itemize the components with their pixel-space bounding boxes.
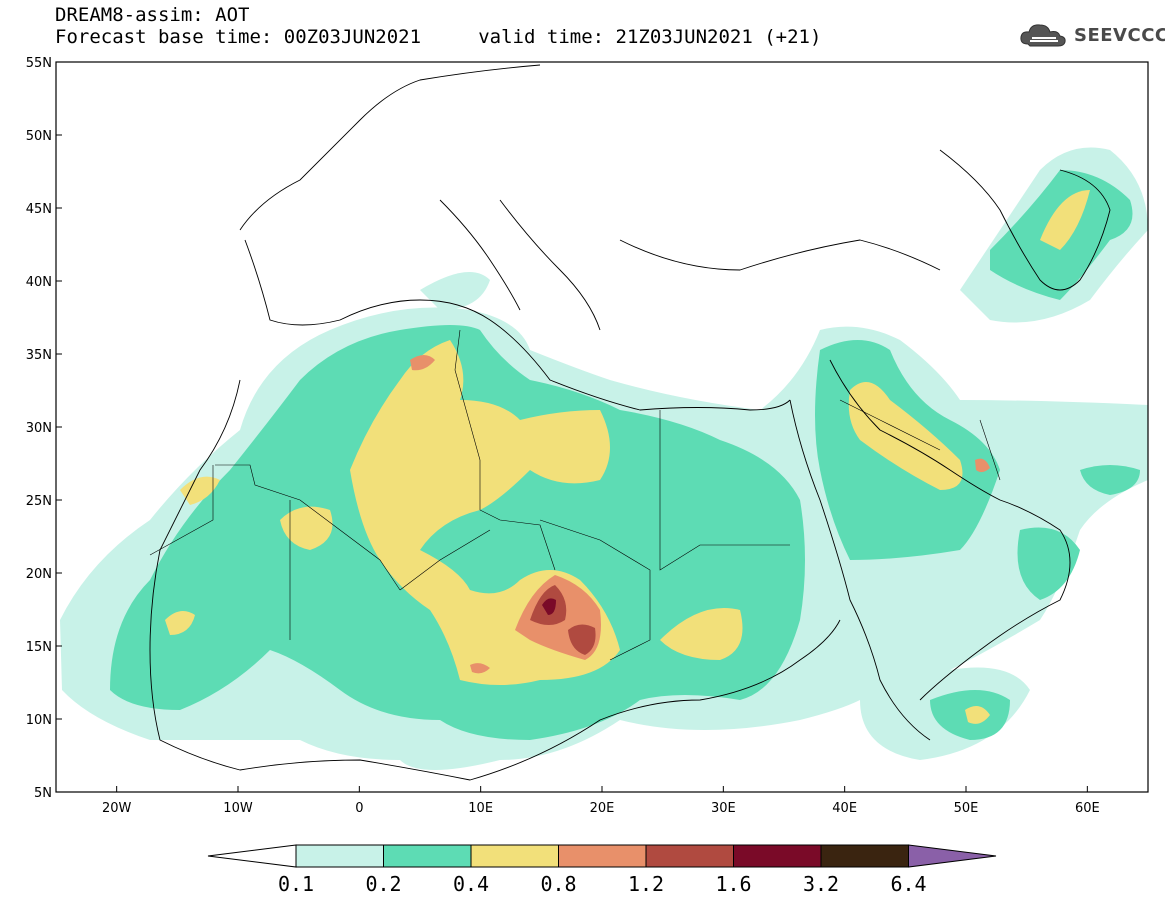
- chart-subtitle: Forecast base time: 00Z03JUN2021 valid t…: [55, 26, 822, 48]
- longitude-axis: 20W 10W 0 10E 20E 30E 40E 50E 60E: [102, 786, 1100, 816]
- lat-label: 35N: [26, 348, 52, 363]
- colorbar-label: 0.8: [540, 872, 576, 896]
- colorbar-label: 0.1: [278, 872, 314, 896]
- lon-label: 50E: [954, 801, 979, 816]
- colorbar-label: 3.2: [803, 872, 839, 896]
- cloud-logo-icon: [1020, 24, 1066, 47]
- lon-label: 10W: [223, 801, 253, 816]
- latitude-axis: 55N 50N 45N 40N 35N 30N 25N 20N 15N 10N 5N: [26, 56, 62, 801]
- country-borders: [149, 329, 1001, 661]
- lon-label: 40E: [832, 801, 857, 816]
- lon-label: 30E: [711, 801, 736, 816]
- colorbar-low-arrow: [207, 844, 297, 868]
- colorbar-bin: [820, 844, 909, 868]
- colorbar-bin: [470, 844, 559, 868]
- colorbar-bin: [558, 844, 647, 868]
- colorbar-label: 1.2: [628, 872, 664, 896]
- colorbar-label: 0.2: [365, 872, 401, 896]
- coastlines: [149, 64, 1111, 781]
- lat-label: 20N: [26, 567, 52, 582]
- aot-field: [60, 147, 1148, 770]
- lat-label: 5N: [34, 786, 52, 801]
- lon-label: 0: [355, 801, 363, 816]
- colorbar-bin: [645, 844, 734, 868]
- lon-label: 20W: [102, 801, 132, 816]
- lon-label: 60E: [1075, 801, 1100, 816]
- colorbar-label: 1.6: [715, 872, 751, 896]
- lat-label: 50N: [26, 129, 52, 144]
- lat-label: 55N: [26, 56, 52, 71]
- lon-label: 20E: [590, 801, 615, 816]
- lat-label: 15N: [26, 640, 52, 655]
- colorbar-bin: [295, 844, 384, 868]
- colorbar: 0.1 0.2 0.4 0.8 1.2 1.6 3.2 6.4: [207, 844, 997, 896]
- logo-text: SEEVCCC: [1074, 24, 1165, 46]
- lat-label: 30N: [26, 421, 52, 436]
- colorbar-high-arrow: [908, 844, 997, 868]
- logo: SEEVCCC: [1018, 20, 1165, 50]
- lon-label: 10E: [468, 801, 493, 816]
- lat-label: 45N: [26, 202, 52, 217]
- chart-title: DREAM8-assim: AOT: [55, 4, 250, 26]
- colorbar-label: 6.4: [890, 872, 926, 896]
- colorbar-label: 0.4: [453, 872, 489, 896]
- colorbar-bin: [733, 844, 822, 868]
- lat-label: 10N: [26, 713, 52, 728]
- lat-label: 25N: [26, 494, 52, 509]
- lat-label: 40N: [26, 275, 52, 290]
- colorbar-bin: [383, 844, 472, 868]
